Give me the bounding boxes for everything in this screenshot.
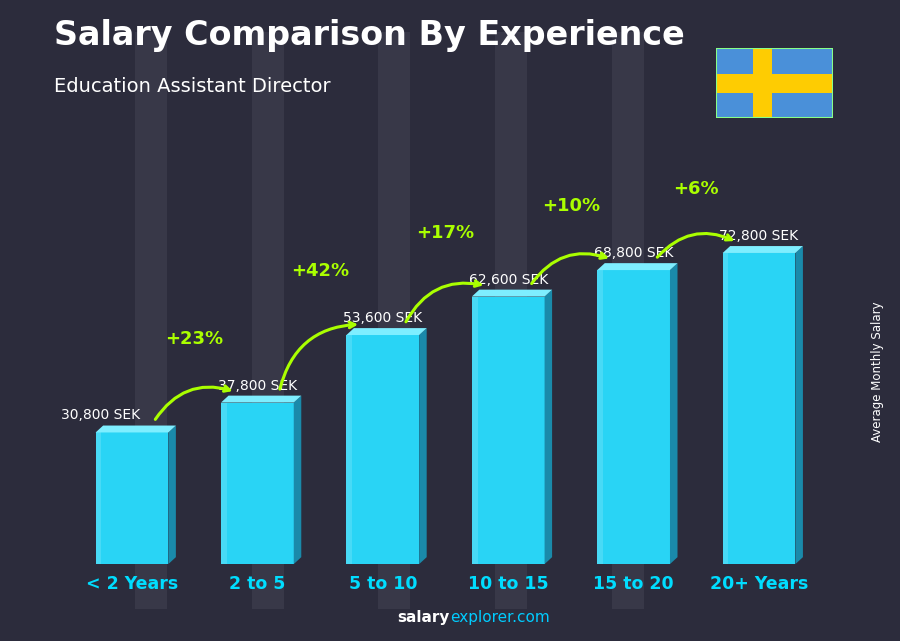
Bar [472, 297, 478, 564]
Text: Salary Comparison By Experience: Salary Comparison By Experience [54, 19, 685, 52]
Polygon shape [221, 395, 302, 403]
Text: Average Monthly Salary: Average Monthly Salary [871, 301, 884, 442]
Polygon shape [723, 246, 803, 253]
Bar [716, 74, 832, 93]
Polygon shape [544, 290, 552, 564]
Polygon shape [419, 328, 427, 564]
Bar [753, 48, 771, 119]
Text: 37,800 SEK: 37,800 SEK [218, 379, 297, 392]
Text: 30,800 SEK: 30,800 SEK [61, 408, 140, 422]
Bar [221, 403, 227, 564]
Polygon shape [346, 328, 427, 335]
Bar [598, 270, 670, 564]
Bar [95, 433, 168, 564]
Text: 72,800 SEK: 72,800 SEK [719, 229, 798, 243]
Bar [723, 253, 796, 564]
Bar [95, 433, 102, 564]
Polygon shape [168, 426, 176, 564]
Bar [252, 32, 284, 609]
Text: 62,600 SEK: 62,600 SEK [469, 272, 548, 287]
Text: Education Assistant Director: Education Assistant Director [54, 77, 330, 96]
Polygon shape [472, 290, 552, 297]
Polygon shape [95, 426, 176, 433]
Bar [612, 32, 643, 609]
Polygon shape [598, 263, 678, 270]
Text: +10%: +10% [542, 197, 600, 215]
Bar [346, 335, 419, 564]
Polygon shape [293, 395, 302, 564]
Bar [723, 253, 728, 564]
Bar [346, 335, 352, 564]
Bar [598, 270, 603, 564]
Text: 53,600 SEK: 53,600 SEK [343, 311, 422, 325]
Text: +42%: +42% [291, 262, 349, 280]
Text: explorer.com: explorer.com [450, 610, 550, 625]
Bar [495, 32, 526, 609]
Text: +17%: +17% [417, 224, 474, 242]
Text: +6%: +6% [673, 180, 719, 198]
Bar [378, 32, 410, 609]
Bar [221, 403, 293, 564]
Polygon shape [670, 263, 678, 564]
Bar [472, 297, 544, 564]
Polygon shape [796, 246, 803, 564]
Text: 68,800 SEK: 68,800 SEK [594, 246, 673, 260]
Text: salary: salary [398, 610, 450, 625]
Text: +23%: +23% [166, 329, 224, 347]
Bar [135, 32, 166, 609]
